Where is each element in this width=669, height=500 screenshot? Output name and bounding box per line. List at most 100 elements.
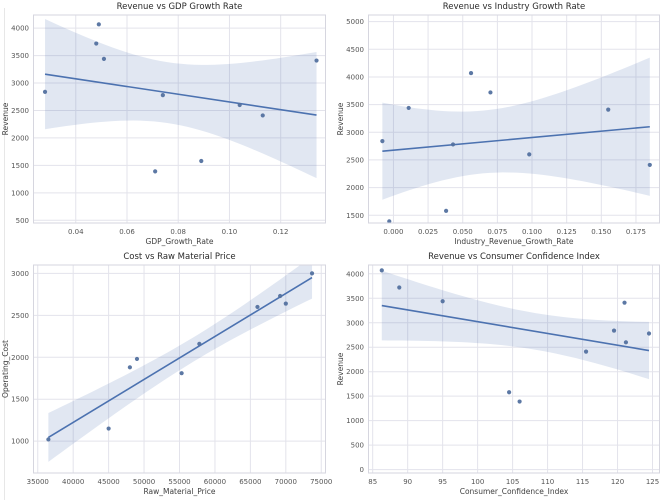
y-tick-label: 1500: [346, 212, 364, 220]
scatter-point: [309, 271, 315, 276]
y-axis-label: Revenue: [336, 352, 345, 385]
x-tick-label: 0.075: [487, 228, 507, 236]
regression-line: [44, 73, 317, 116]
scatter-point: [101, 56, 107, 62]
scatter-point: [94, 41, 99, 46]
y-tick-label: 3000: [11, 270, 29, 278]
confidence-band: [381, 270, 650, 380]
x-tick-label: 0.12: [273, 228, 289, 236]
y-tick-label: 1500: [11, 162, 29, 170]
scatter-point: [255, 304, 260, 310]
y-axis-label: Operating_Cost: [1, 340, 10, 398]
scatter-point: [606, 107, 611, 112]
y-tick-label: 1500: [11, 396, 29, 404]
x-tick-label: 0.04: [68, 228, 84, 236]
confidence-band: [48, 265, 313, 462]
x-tick-label: 65000: [239, 478, 261, 486]
x-tick-label: 75000: [310, 478, 332, 486]
scatter-point: [517, 399, 522, 404]
scatter-point: [179, 371, 184, 376]
y-tick-label: 4500: [346, 46, 364, 54]
y-tick-label: 2000: [346, 184, 364, 192]
scatter-point: [278, 293, 283, 299]
x-tick-label: 50000: [133, 478, 155, 486]
x-axis-label: GDP_Growth_Rate: [146, 237, 214, 246]
regression-line: [381, 304, 650, 352]
y-tick-label: 2000: [346, 368, 364, 376]
scatter-point: [197, 341, 202, 346]
y-tick-label: 3500: [346, 295, 364, 303]
subplot-revenue-vs-consumer-confidence-index: 85 90 95 100 105 110 115 120 125 0 500 1000 1500 2000…: [336, 252, 660, 496]
x-tick-label: 115: [576, 478, 589, 486]
scatter-point: [583, 349, 589, 354]
plot-border: [33, 14, 326, 224]
y-tick-label: 2000: [11, 354, 29, 362]
y-tick-label: 4000: [346, 270, 364, 278]
x-tick-label: 100: [471, 478, 484, 486]
x-tick-label: 105: [506, 478, 519, 486]
y-axis-label: Revenue: [1, 102, 10, 135]
scatter-point: [611, 328, 617, 333]
y-tick-label: 3500: [11, 52, 29, 60]
scatter-point: [397, 285, 402, 290]
scatter-point: [160, 93, 165, 98]
x-tick-label: 0.050: [453, 228, 473, 236]
x-tick-label: 0.025: [418, 228, 438, 236]
y-tick-label: 3000: [346, 129, 364, 137]
chart-title: Revenue vs Industry Growth Rate: [443, 2, 586, 12]
y-tick-label: 1500: [346, 393, 364, 401]
figure-left-edge: [4, 8, 5, 500]
scatter-point: [42, 89, 48, 94]
confidence-band: [45, 19, 317, 179]
x-tick-label: 35000: [27, 478, 49, 486]
scatter-point: [237, 102, 242, 108]
scatter-point: [134, 356, 140, 362]
scatter-point: [623, 340, 629, 345]
y-tick-label: 2500: [11, 107, 29, 115]
y-tick-label: 2500: [346, 344, 364, 352]
x-axis-label: Raw_Material_Price: [143, 487, 215, 496]
regression-line: [47, 276, 313, 439]
x-tick-label: 0.000: [383, 228, 403, 236]
scatter-point: [46, 437, 51, 442]
plot-border: [368, 14, 660, 224]
scatter-point: [127, 365, 132, 370]
x-tick-label: 60000: [204, 478, 226, 486]
plot-border: [368, 264, 660, 474]
scatter-point: [646, 331, 652, 336]
scatter-point: [96, 22, 101, 27]
chart-title: Revenue vs Consumer Confidence Index: [428, 252, 600, 262]
y-tick-label: 4000: [346, 73, 364, 81]
x-tick-label: 0.10: [222, 228, 238, 236]
y-tick-label: 0: [360, 466, 364, 474]
x-tick-label: 0.150: [591, 228, 611, 236]
y-axis-label: Revenue: [336, 102, 345, 135]
x-tick-label: 45000: [97, 478, 119, 486]
y-tick-label: 5000: [346, 18, 364, 26]
scatter-point: [283, 301, 288, 306]
x-tick-label: 120: [611, 478, 624, 486]
x-tick-label: 110: [541, 478, 554, 486]
subplot-cost-vs-raw-material-price: 35000 40000 45000 50000 55000 60000 65000 70000…: [1, 252, 332, 496]
scatter-point: [488, 90, 493, 95]
y-tick-label: 500: [351, 442, 364, 450]
scatter-point: [444, 208, 449, 213]
y-tick-label: 3500: [346, 101, 364, 109]
regression-line: [382, 125, 650, 153]
y-tick-label: 2000: [11, 134, 29, 142]
x-tick-label: 85: [368, 478, 377, 486]
plot-area: [368, 265, 660, 473]
scatter-point: [468, 70, 474, 76]
plot-area: [33, 15, 326, 223]
subplot-revenue-vs-industry-growth-rate: 0.000 0.025 0.050 0.075 0.100 0.125 0.150 0.175…: [336, 2, 660, 246]
x-tick-label: 55000: [168, 478, 190, 486]
x-tick-label: 90: [403, 478, 412, 486]
y-tick-label: 1000: [11, 438, 29, 446]
subplot-revenue-vs-gdp-growth-rate: 0.04 0.06 0.08 0.10 0.12 500 1000 1500 2000 2500 3…: [1, 2, 326, 246]
scatter-point: [406, 105, 411, 111]
scatter-point: [440, 299, 445, 304]
scatter-point: [379, 268, 384, 273]
x-tick-label: 0.06: [119, 228, 135, 236]
scatter-point: [450, 142, 456, 147]
x-tick-label: 0.125: [557, 228, 577, 236]
